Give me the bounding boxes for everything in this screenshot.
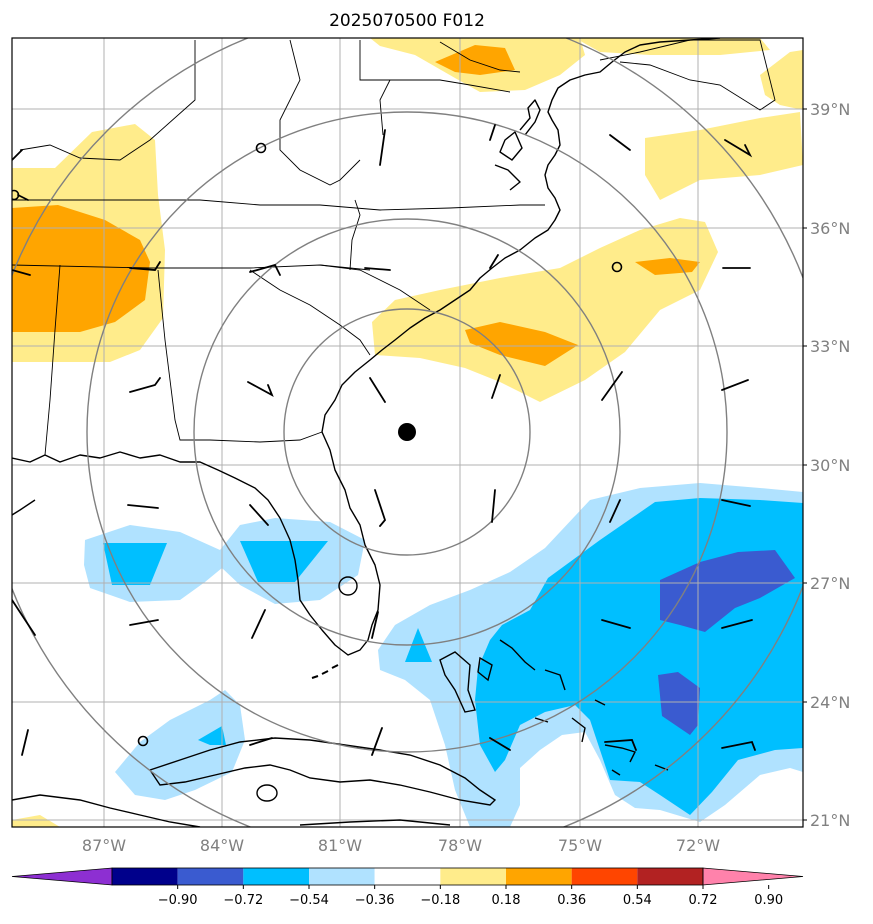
gridlines — [12, 38, 803, 827]
lon-label: 75°W — [558, 836, 602, 855]
colorbar-tick-label: 0.72 — [689, 893, 718, 908]
wind-barbs — [12, 124, 756, 756]
lat-label: 33°N — [810, 337, 850, 356]
lat-label: 24°N — [810, 693, 850, 712]
lon-label: 78°W — [438, 836, 482, 855]
colorbar-segment — [243, 868, 309, 885]
lat-label: 21°N — [810, 811, 850, 830]
lon-label: 72°W — [676, 836, 720, 855]
coastlines — [12, 38, 721, 679]
colorbar-tick-label: 0.54 — [623, 893, 652, 908]
colorbar-segment — [440, 868, 506, 885]
latitude-labels: 39°N 36°N 33°N 30°N 27°N 24°N 21°N — [810, 100, 850, 830]
distance-rings — [12, 38, 803, 827]
colorbar-tick-label: 0.18 — [492, 893, 521, 908]
lat-label: 36°N — [810, 219, 850, 238]
colorbar-tick-label: −0.18 — [420, 893, 460, 908]
colorbar-tick-label: −0.72 — [223, 893, 263, 908]
calm-wind-markers — [12, 142, 623, 747]
map-frame — [11, 37, 804, 828]
colorbar-extend-high — [702, 867, 804, 886]
colorbar-segment — [177, 868, 244, 885]
colorbar-tick-label: 0.36 — [557, 893, 586, 908]
colorbar-segment — [309, 868, 375, 885]
lon-label: 87°W — [82, 836, 126, 855]
lon-label: 84°W — [200, 836, 244, 855]
colorbar: −0.90 −0.72 −0.54 −0.36 −0.18 0.18 0.36 0.54 0.7… — [11, 867, 804, 908]
longitude-labels: 87°W 84°W 81°W 78°W 75°W 72°W — [82, 836, 720, 855]
islands — [12, 639, 669, 827]
colorbar-segment — [571, 868, 638, 885]
lat-label: 27°N — [810, 574, 850, 593]
lat-label: 39°N — [810, 100, 850, 119]
colorbar-tick-label: −0.54 — [289, 893, 329, 908]
storm-center-marker — [398, 423, 416, 441]
colorbar-outline — [111, 867, 704, 886]
colorbar-segment — [112, 868, 178, 885]
map-plot-area — [12, 38, 803, 827]
state-borders — [12, 39, 776, 456]
lat-label: 30°N — [810, 456, 850, 475]
colorbar-tick-label: −0.90 — [158, 893, 198, 908]
colorbar-segment — [637, 868, 703, 885]
positive-anomaly-fills — [12, 38, 803, 827]
colorbar-segment — [506, 868, 572, 885]
lat-tick-marks — [803, 108, 807, 821]
lon-label: 81°W — [318, 836, 362, 855]
colorbar-tick-label: 0.90 — [754, 893, 783, 908]
colorbar-extend-low — [11, 867, 113, 886]
colorbar-segment — [374, 868, 441, 885]
colorbar-tick-label: −0.36 — [355, 893, 395, 908]
map-title: 2025070500 F012 — [329, 11, 485, 31]
